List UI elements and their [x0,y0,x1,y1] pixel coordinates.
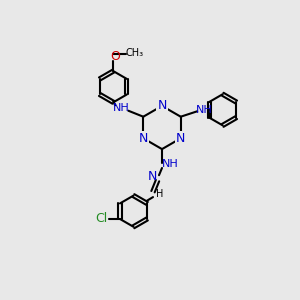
Text: O: O [110,50,120,64]
Text: NH: NH [113,103,130,113]
Text: N: N [148,170,157,183]
Text: NH: NH [162,159,179,169]
Text: N: N [157,99,167,112]
Text: N: N [139,132,148,145]
Text: N: N [176,132,185,145]
Text: NH: NH [195,105,212,115]
Text: H: H [156,189,163,199]
Text: CH₃: CH₃ [125,48,143,59]
Text: Cl: Cl [95,212,107,226]
